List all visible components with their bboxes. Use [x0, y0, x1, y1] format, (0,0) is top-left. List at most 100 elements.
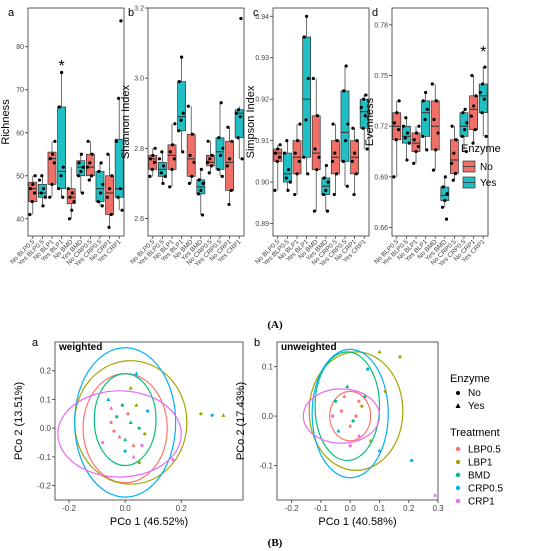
data-point	[322, 176, 326, 180]
data-point	[79, 152, 83, 156]
sample-point	[221, 413, 226, 417]
sample-point	[336, 428, 341, 433]
y-tick-label: 0.78	[374, 22, 388, 29]
data-point	[453, 171, 458, 176]
data-point	[99, 161, 103, 165]
y-tick-label: 0.2	[40, 367, 52, 376]
data-point	[278, 143, 282, 147]
data-point	[335, 139, 339, 143]
caption-a: (A)	[267, 319, 283, 331]
data-point	[66, 187, 70, 191]
data-point	[52, 161, 56, 165]
data-point	[350, 159, 354, 163]
data-point	[87, 178, 91, 182]
data-point	[324, 188, 328, 192]
treatment-swatch	[455, 459, 461, 465]
data-point	[168, 150, 172, 154]
data-point	[43, 195, 47, 199]
y-tick-label: 0.91	[255, 138, 269, 145]
box	[215, 137, 225, 170]
data-point	[206, 139, 210, 143]
y-axis-label: Evenness	[364, 97, 376, 146]
confidence-ellipse	[308, 351, 404, 471]
enzyme-legend-no-label: No	[480, 162, 493, 173]
box	[430, 100, 440, 151]
sample-point	[126, 412, 130, 416]
significance-marker: *	[480, 44, 486, 61]
pcoa-enzyme-yes-label: Yes	[468, 401, 484, 412]
data-point	[394, 138, 398, 142]
data-point	[302, 35, 306, 39]
box	[57, 106, 66, 190]
box	[177, 81, 186, 132]
data-point	[464, 149, 468, 154]
data-point	[170, 143, 175, 147]
panel-frame	[27, 7, 125, 237]
y-tick-label: 0.72	[374, 124, 388, 131]
data-point	[114, 139, 118, 143]
data-point	[470, 73, 474, 78]
box	[450, 139, 459, 174]
box	[311, 115, 321, 171]
box	[283, 152, 292, 183]
sample-point	[362, 394, 367, 398]
data-point	[333, 151, 337, 155]
sample-point	[210, 413, 214, 417]
panel-frame	[272, 7, 370, 237]
data-point	[90, 152, 94, 156]
data-point	[50, 152, 55, 156]
data-point	[237, 108, 241, 112]
x-axis-label: PCo 1 (46.52%)	[110, 516, 188, 528]
data-point	[96, 199, 100, 204]
y-axis-label: Richness	[0, 99, 12, 145]
sample-point	[112, 429, 116, 433]
data-point	[153, 146, 157, 150]
data-point	[225, 164, 229, 168]
y-axis-label: Shannon Index	[120, 84, 132, 159]
box	[86, 153, 95, 177]
x-tick-label: -0.1	[314, 504, 328, 513]
sample-point	[357, 399, 361, 403]
data-point	[208, 157, 212, 161]
sample-point	[348, 444, 352, 448]
data-point	[221, 146, 225, 150]
data-point	[81, 165, 85, 169]
data-point	[315, 114, 319, 118]
pcoa-enzyme-legend-title: Enzyme	[450, 373, 490, 385]
data-point	[89, 174, 94, 178]
data-point	[460, 134, 464, 138]
data-point	[425, 107, 429, 111]
data-point	[199, 167, 203, 171]
y-axis-label: PCo 2 (13.51%)	[13, 382, 25, 460]
sample-point	[123, 449, 127, 453]
data-point	[37, 178, 42, 182]
sample-point	[134, 371, 139, 376]
panel-letter: d	[372, 7, 378, 19]
data-point	[352, 192, 356, 197]
box	[273, 148, 283, 162]
data-point	[219, 101, 223, 105]
data-point	[151, 153, 155, 157]
data-point	[403, 136, 407, 140]
data-point	[196, 192, 201, 196]
sample-point	[143, 432, 147, 436]
sample-point	[137, 461, 141, 465]
box	[411, 132, 421, 152]
enzyme-legend-title: Enzyme	[461, 143, 501, 155]
box	[206, 154, 215, 167]
data-point	[163, 174, 167, 178]
sample-point	[410, 458, 414, 463]
data-point	[168, 185, 172, 189]
data-point	[341, 159, 345, 163]
data-point	[441, 185, 445, 189]
data-point	[77, 161, 81, 165]
data-point	[417, 124, 421, 128]
data-point	[28, 212, 32, 217]
data-point	[181, 150, 185, 154]
box	[95, 171, 105, 202]
sample-point	[117, 434, 122, 439]
y-tick-label: 2.6	[134, 216, 144, 223]
y-tick-label: 0.75	[374, 73, 388, 80]
